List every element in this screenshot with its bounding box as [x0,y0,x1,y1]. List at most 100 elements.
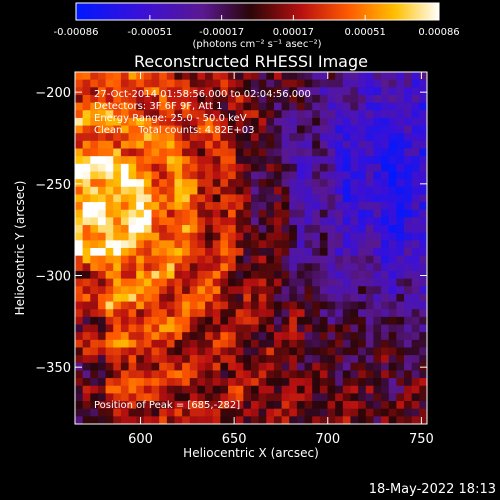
heatmap-cell [159,125,168,134]
heatmap-cell [251,301,260,310]
heatmap-cell [75,171,84,180]
heatmap-cell [166,163,176,173]
heatmap-cell [411,408,420,417]
heatmap-cell [258,117,267,127]
heatmap-cell [373,355,382,364]
heatmap-cell [388,408,397,417]
heatmap-cell [281,286,290,295]
heatmap-cell [197,347,206,356]
heatmap-cell [388,133,397,142]
heatmap-cell [128,156,137,165]
heatmap-cell [251,94,260,104]
heatmap-cell [90,102,99,111]
heatmap-cell [235,270,244,280]
heatmap-cell [166,171,176,180]
heatmap-cell [419,133,427,142]
heatmap-cell [82,79,91,88]
heatmap-cell [174,240,183,249]
heatmap-cell [182,117,191,127]
heatmap-cell [197,316,206,326]
heatmap-cell [235,362,244,372]
heatmap-cell [266,278,275,287]
heatmap-cell [159,194,168,203]
heatmap-cell [296,362,306,372]
heatmap-cell [296,370,306,379]
heatmap-cell [304,347,313,356]
heatmap-cell [258,270,267,280]
heatmap-cell [289,225,298,234]
heatmap-cell [128,416,137,424]
heatmap-cell [396,72,405,81]
heatmap-cell [404,370,413,379]
heatmap-cell [82,286,91,295]
heatmap-cell [419,186,427,196]
heatmap-cell [289,248,298,257]
heatmap-cell [342,148,352,157]
heatmap-cell [113,133,122,142]
heatmap-cell [419,140,427,150]
heatmap-cell [358,347,367,356]
heatmap-cell [97,416,107,424]
heatmap-cell [82,156,91,165]
heatmap-cell [128,378,137,387]
heatmap-cell [373,293,382,303]
heatmap-cell [182,72,191,81]
heatmap-cell [251,110,260,119]
heatmap-cell [396,248,405,257]
heatmap-cell [365,416,375,424]
heatmap-cell [174,102,183,111]
heatmap-cell [289,339,298,349]
heatmap-cell [289,263,298,272]
heatmap-cell [128,94,137,104]
heatmap-cell [174,94,183,104]
heatmap-cell [335,355,344,364]
heatmap-cell [174,309,183,318]
heatmap-cell [97,270,107,280]
heatmap-cell [266,263,275,272]
heatmap-cell [235,79,244,88]
heatmap-cell [289,332,298,341]
heatmap-cell [266,209,275,218]
heatmap-cell [189,209,199,218]
heatmap-cell [143,255,153,264]
heatmap-cell [128,324,137,333]
heatmap-cell [143,263,153,272]
heatmap-cell [358,225,367,234]
annotation-method: Clean Total counts: 4.82E+03 [94,125,254,136]
heatmap-cell [97,362,107,372]
heatmap-cell [205,110,214,119]
heatmap-cell [273,378,283,387]
heatmap-cell [189,270,199,280]
heatmap-cell [365,225,375,234]
heatmap-cell [235,110,244,119]
heatmap-cell [75,186,84,196]
heatmap-cell [97,339,107,349]
heatmap-cell [143,79,153,88]
heatmap-cell [266,110,275,119]
heatmap-cell [212,102,221,111]
heatmap-cell [335,156,344,165]
heatmap-cell [97,156,107,165]
heatmap-cell [296,79,306,88]
heatmap-cell [90,263,99,272]
heatmap-cell [105,232,114,241]
heatmap-cell [235,286,244,295]
heatmap-cell [174,248,183,257]
heatmap-cell [105,186,114,196]
heatmap-cell [228,171,237,180]
heatmap-cell [335,232,344,241]
heatmap-cell [296,332,306,341]
heatmap-cell [166,332,176,341]
heatmap-cell [235,117,244,127]
heatmap-cell [373,202,382,211]
heatmap-cell [281,370,290,379]
heatmap-cell [289,316,298,326]
heatmap-cell [143,140,153,150]
heatmap-cell [151,293,160,303]
heatmap-cell [128,217,137,226]
heatmap-cell [319,316,329,326]
heatmap-cell [189,110,199,119]
heatmap-cell [113,263,122,272]
heatmap-cell [128,408,137,417]
heatmap-cell [220,255,229,264]
